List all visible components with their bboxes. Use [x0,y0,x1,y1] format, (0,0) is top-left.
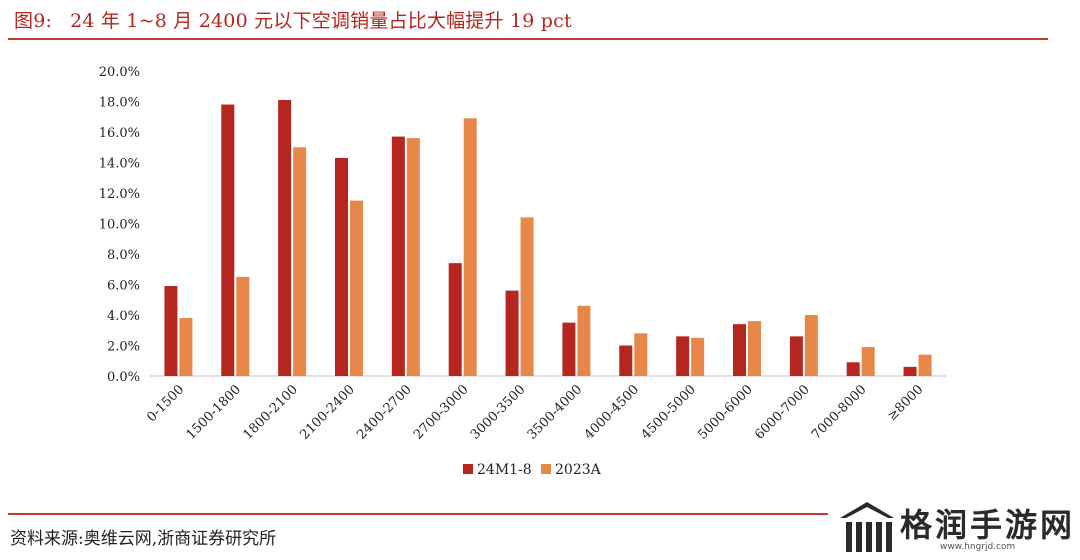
x-tick-label: 2400-2700 [354,382,415,443]
bar-24m1-8 [448,263,462,376]
bar-chart: 0.0% 2.0% 4.0% 6.0% 8.0% 10.0% 12.0% 14.0% 16.0%… [99,65,946,478]
bar-24m1-8 [164,286,178,376]
watermark-logo-icon [840,502,894,552]
bar-24m1-8 [676,336,690,376]
bar-24m1-8 [903,366,917,376]
bar-2023a [236,276,250,376]
legend-swatch-1 [463,464,473,474]
y-tick-label: 10.0% [99,218,140,233]
y-tick-label: 4.0% [107,309,140,324]
y-tick-label: 6.0% [107,279,140,294]
bar-24m1-8 [221,104,235,377]
bar-2023a [406,138,420,376]
bar-2023a [463,118,477,377]
watermark-brand: 格润手游网 [900,506,1076,544]
bar-24m1-8 [789,336,803,376]
chart-title: 图9: 24 年 1~8 月 2400 元以下空调销量占比大幅提升 19 pct [14,6,572,33]
bar-2023a [293,147,307,376]
legend-label-2: 2023A [555,462,602,478]
footer-divider [8,513,828,515]
bar-2023a [520,217,534,376]
x-tick-label: 2700-3000 [411,382,472,443]
figure-label: 图9: [14,10,53,32]
bar-24m1-8 [619,345,633,376]
bar-2023a [918,354,932,376]
bar-2023a [350,200,363,376]
y-tick-label: 2.0% [107,340,140,355]
bar-24m1-8 [335,157,348,376]
y-tick-label: 14.0% [99,157,140,172]
legend-label-1: 24M1-8 [477,462,532,478]
bar-2023a [577,305,591,376]
x-tick-label: 3500-4000 [525,382,586,443]
bar-24m1-8 [562,322,576,376]
x-tick-label: 1800-2100 [240,382,301,443]
x-tick-label: 6000-7000 [752,382,813,443]
watermark: 格润手游网 www.hngrjd.com [836,498,1076,558]
bar-2023a [748,321,761,376]
bar-2023a [634,333,648,376]
y-tick-label: 12.0% [99,187,140,202]
y-tick-label: 16.0% [99,126,140,141]
y-tick-label: 18.0% [99,96,140,111]
bar-24m1-8 [846,362,860,376]
bar-24m1-8 [733,324,746,376]
legend-swatch-2 [541,464,551,474]
x-tick-label: 4000-4500 [582,382,643,443]
x-tick-label: ≥8000 [885,382,927,424]
bar-24m1-8 [505,290,519,376]
y-tick-label: 8.0% [107,248,140,263]
watermark-url: www.hngrjd.com [940,542,1016,552]
bar-2023a [861,347,875,376]
source-note: 资料来源:奥维云网,浙商证券研究所 [10,529,277,549]
x-tick-labels: 0-15001500-18001800-21002100-24002400-27… [144,382,926,443]
y-tick-label: 20.0% [99,65,140,80]
x-tick-label: 2100-2400 [297,382,358,443]
title-divider [8,38,1048,40]
x-tick-label: 3000-3500 [468,382,529,443]
chart-bars [164,99,932,377]
bar-24m1-8 [391,136,405,376]
bar-24m1-8 [278,99,292,376]
bar-2023a [691,337,705,376]
bar-2023a [804,315,818,376]
x-tick-label: 1500-1800 [184,382,245,443]
bar-2023a [179,318,193,376]
figure-title: 24 年 1~8 月 2400 元以下空调销量占比大幅提升 19 pct [70,10,572,32]
x-tick-label: 7000-8000 [809,382,870,443]
x-tick-label: 0-1500 [144,382,187,425]
chart-legend: 24M1-8 2023A [463,462,602,478]
x-tick-label: 5000-6000 [695,382,756,443]
x-tick-label: 4500-5000 [638,382,699,443]
y-tick-label: 0.0% [107,370,140,385]
